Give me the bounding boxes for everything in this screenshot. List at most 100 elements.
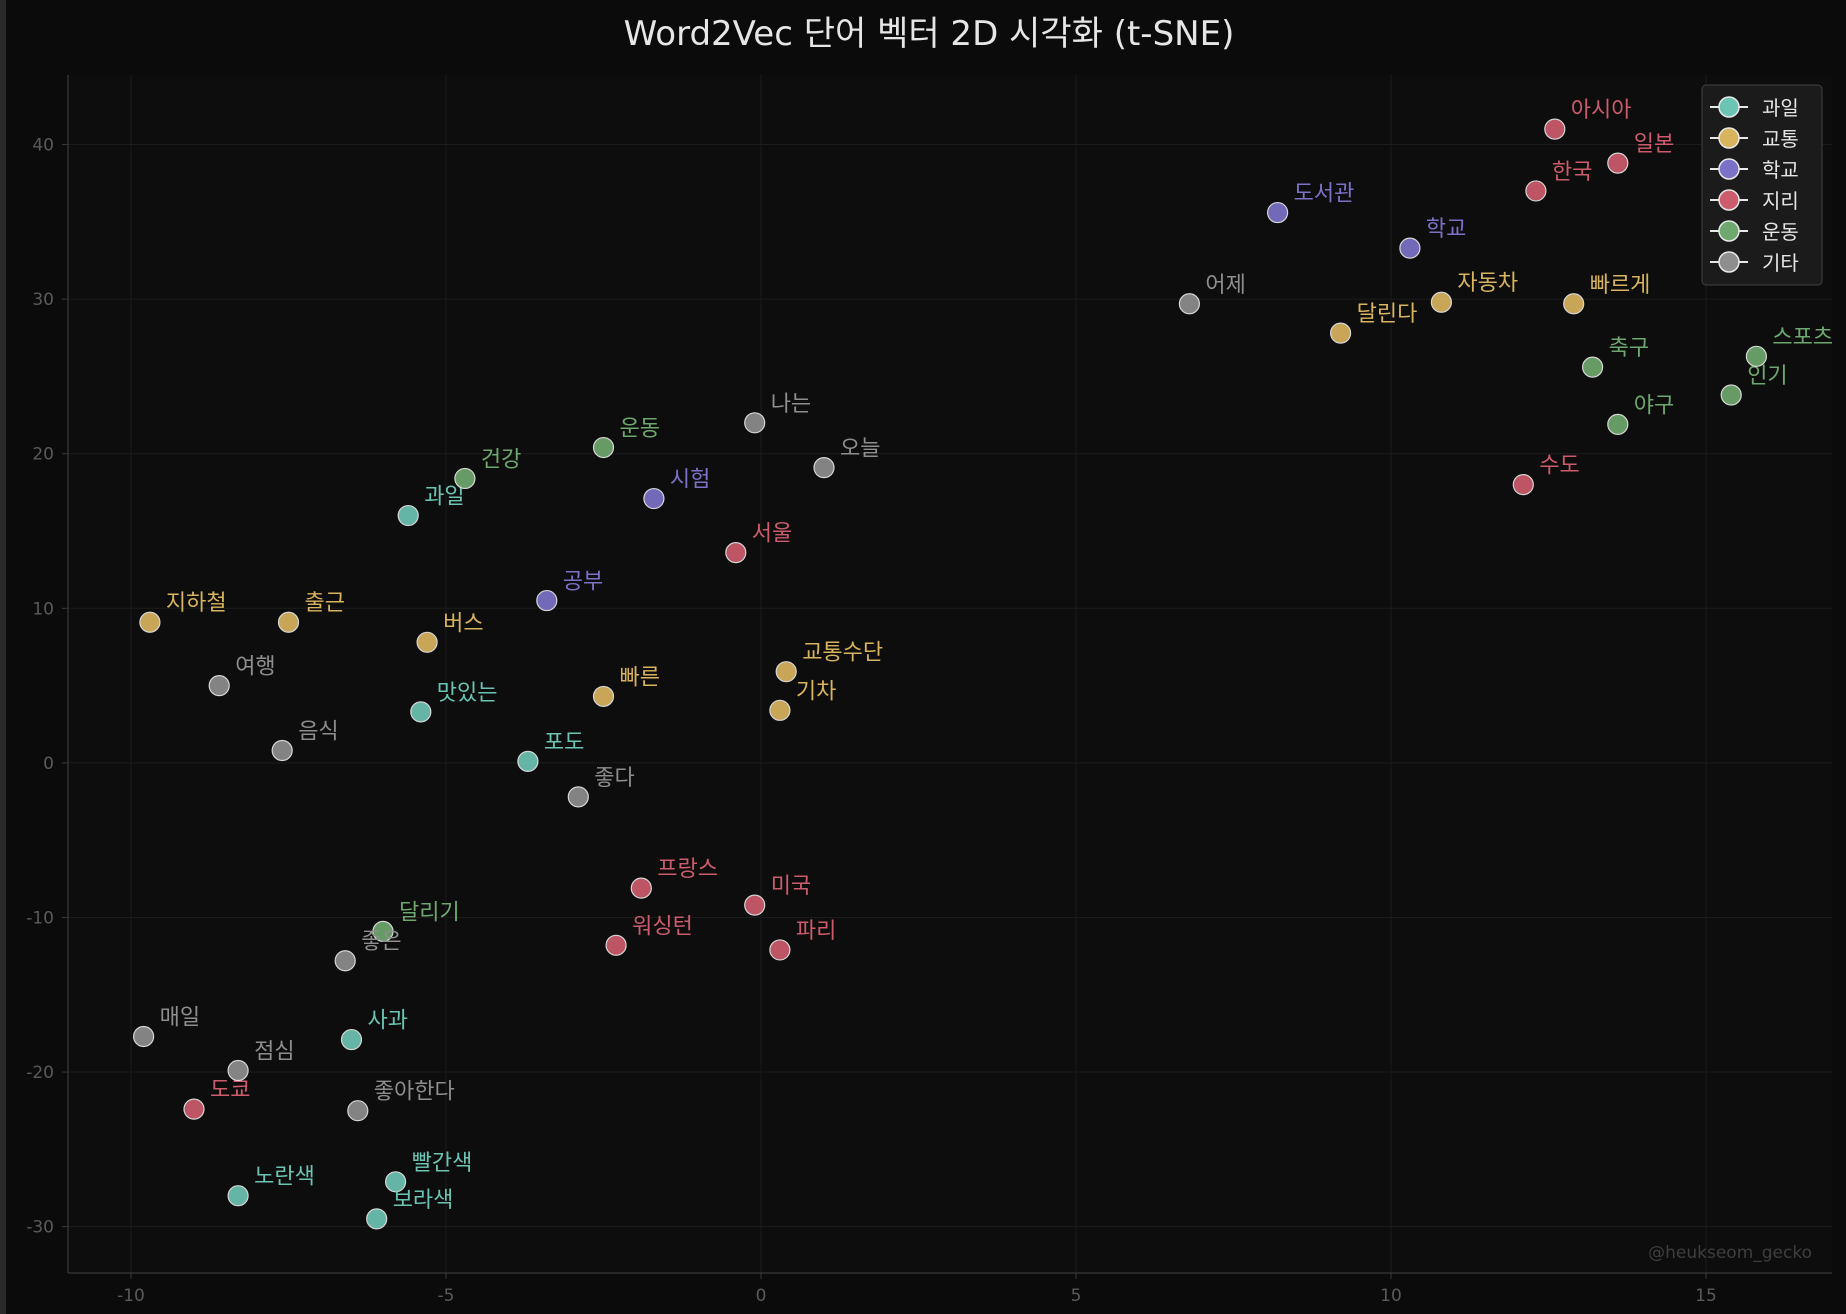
y-tick-label: 30 xyxy=(32,290,54,310)
data-point xyxy=(334,950,356,972)
data-point xyxy=(454,467,476,490)
word-label: 스포츠 xyxy=(1772,325,1833,350)
word-label: 아시아 xyxy=(1571,98,1632,123)
data-point xyxy=(1607,413,1629,435)
y-tick-label: 20 xyxy=(32,445,54,465)
legend-label: 운동 xyxy=(1762,220,1799,244)
chart-title: Word2Vec 단어 벡터 2D 시각화 (t-SNE) xyxy=(623,14,1235,54)
legend-marker xyxy=(1718,158,1740,180)
word-label: 빨간색 xyxy=(412,1151,473,1176)
data-point xyxy=(1178,293,1201,315)
data-point xyxy=(133,1025,155,1048)
word-label: 지하철 xyxy=(166,591,227,616)
legend-label: 기타 xyxy=(1762,251,1799,275)
data-point xyxy=(1512,474,1534,496)
legend-label: 과일 xyxy=(1762,96,1799,120)
data-point xyxy=(410,701,432,723)
legend-label: 지리 xyxy=(1762,189,1799,213)
word-label: 자동차 xyxy=(1457,271,1518,296)
x-tick-label: 10 xyxy=(1380,1286,1402,1306)
data-point xyxy=(183,1098,205,1120)
data-point xyxy=(1266,201,1289,224)
word-label: 달린다 xyxy=(1357,302,1418,327)
word-label: 좋아한다 xyxy=(374,1080,455,1105)
word-label: 포도 xyxy=(544,730,584,755)
data-point xyxy=(208,674,230,697)
data-point xyxy=(271,739,293,762)
word-label: 사과 xyxy=(368,1009,408,1034)
data-point xyxy=(227,1059,249,1082)
word-label: 출근 xyxy=(305,591,345,616)
data-point xyxy=(1525,180,1547,202)
y-tick-label: 40 xyxy=(32,136,54,156)
x-tick-label: -5 xyxy=(438,1286,455,1306)
word-label: 점심 xyxy=(254,1039,294,1064)
y-tick-label: 0 xyxy=(43,754,54,774)
legend-marker xyxy=(1718,96,1740,118)
word-label: 교통수단 xyxy=(802,641,883,666)
legend-marker xyxy=(1718,189,1740,211)
data-point xyxy=(775,661,797,683)
data-point xyxy=(139,611,161,633)
word-label: 기차 xyxy=(796,679,836,704)
legend-marker xyxy=(1718,127,1740,149)
word-label: 미국 xyxy=(771,874,811,899)
x-tick-label: -10 xyxy=(117,1286,145,1306)
data-point xyxy=(385,1171,407,1193)
word-label: 야구 xyxy=(1634,393,1674,418)
data-point xyxy=(347,1100,369,1122)
word-label: 공부 xyxy=(563,570,603,595)
word-label: 서울 xyxy=(752,522,792,547)
y-tick-label: -20 xyxy=(26,1063,54,1083)
data-point xyxy=(744,894,766,916)
data-point xyxy=(277,611,300,633)
word-label: 일본 xyxy=(1634,132,1674,157)
data-point xyxy=(643,487,665,510)
word-label: 맛있는 xyxy=(437,681,498,706)
word-label: 한국 xyxy=(1552,160,1592,185)
data-point xyxy=(1720,384,1742,406)
word-label: 빠르게 xyxy=(1590,273,1651,298)
data-point xyxy=(725,542,747,564)
data-point xyxy=(769,939,791,961)
word-label: 음식 xyxy=(298,720,338,745)
word-label: 도쿄 xyxy=(210,1078,250,1103)
word-label: 매일 xyxy=(160,1005,200,1030)
y-tick-label: 10 xyxy=(32,599,54,619)
data-point xyxy=(416,631,438,653)
word-label: 축구 xyxy=(1609,336,1649,361)
data-point xyxy=(592,436,615,459)
word-label: 과일 xyxy=(424,485,464,510)
data-point xyxy=(1745,345,1768,367)
data-point xyxy=(567,786,589,808)
data-point xyxy=(372,920,394,942)
word-label: 노란색 xyxy=(254,1165,315,1190)
data-point xyxy=(1607,152,1629,174)
data-point xyxy=(1581,356,1604,378)
data-point xyxy=(605,934,627,956)
word-label: 학교 xyxy=(1426,217,1466,242)
data-point xyxy=(227,1185,249,1207)
data-point xyxy=(1563,293,1585,315)
data-point xyxy=(813,457,835,479)
data-point xyxy=(517,750,539,772)
data-point xyxy=(630,877,652,899)
word-label: 빠른 xyxy=(620,665,660,690)
word-label: 워싱턴 xyxy=(632,914,693,939)
data-point xyxy=(592,685,615,708)
data-point xyxy=(1430,291,1453,313)
data-point xyxy=(769,699,791,721)
x-tick-label: 5 xyxy=(1071,1286,1082,1306)
word-label: 달리기 xyxy=(399,900,460,925)
legend-label: 학교 xyxy=(1762,158,1799,182)
data-point xyxy=(397,504,419,527)
word-label: 여행 xyxy=(235,655,275,680)
data-point xyxy=(340,1028,363,1051)
word-label: 오늘 xyxy=(840,437,880,462)
word-label: 인기 xyxy=(1747,364,1787,389)
legend-marker xyxy=(1718,251,1740,273)
word-label: 나는 xyxy=(771,392,811,417)
y-tick-label: -30 xyxy=(26,1218,54,1238)
word-label: 보라색 xyxy=(393,1188,454,1213)
scatter-plot: -10 -5 0 5 10 15 -30 -20 -10 0 10 20 30 40 과일맛있는포도사과노란… xyxy=(26,75,1833,1306)
